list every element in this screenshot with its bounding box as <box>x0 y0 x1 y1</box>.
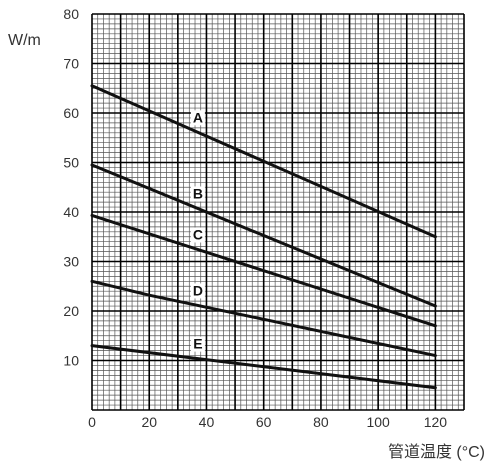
major-grid <box>91 13 465 411</box>
series-label-d: D <box>193 282 203 298</box>
x-tick-label: 40 <box>199 414 215 430</box>
series-labels: A B C D E <box>190 109 205 352</box>
series-lines <box>90 84 437 390</box>
x-tick-label: 0 <box>88 414 96 430</box>
y-tick-label: 40 <box>63 204 79 220</box>
y-tick-label: 20 <box>63 303 79 319</box>
series-label-a: A <box>193 109 203 125</box>
series-label-background <box>190 336 205 352</box>
x-tick-label: 100 <box>366 414 390 430</box>
series-label-e: E <box>193 336 202 352</box>
y-tick-label: 50 <box>63 155 79 171</box>
series-line-e <box>90 344 437 390</box>
series-line-a <box>90 84 437 239</box>
x-tick-labels: 0 20 40 60 80 100 120 <box>88 414 447 430</box>
x-tick-label: 120 <box>424 414 448 430</box>
x-axis-label: 管道温度 (°C) <box>388 443 485 461</box>
series-line-c <box>90 213 437 328</box>
y-tick-label: 80 <box>63 6 79 22</box>
series-line-d <box>90 279 437 358</box>
series-label-background <box>190 227 205 243</box>
y-tick-label: 60 <box>63 105 79 121</box>
x-tick-label: 80 <box>313 414 329 430</box>
y-tick-label: 70 <box>63 56 79 72</box>
series-label-c: C <box>193 227 203 243</box>
y-tick-labels: 10 20 30 40 50 60 70 80 <box>63 6 79 369</box>
series-line-b <box>90 163 437 308</box>
series-label-background <box>190 283 205 299</box>
x-tick-label: 60 <box>256 414 272 430</box>
y-tick-label: 10 <box>63 353 79 369</box>
series-label-background <box>190 110 205 126</box>
x-tick-label: 20 <box>141 414 157 430</box>
y-axis-label: W/m <box>8 32 41 49</box>
series-label-background <box>190 186 205 202</box>
y-tick-label: 30 <box>63 254 79 270</box>
series-label-b: B <box>193 185 203 201</box>
